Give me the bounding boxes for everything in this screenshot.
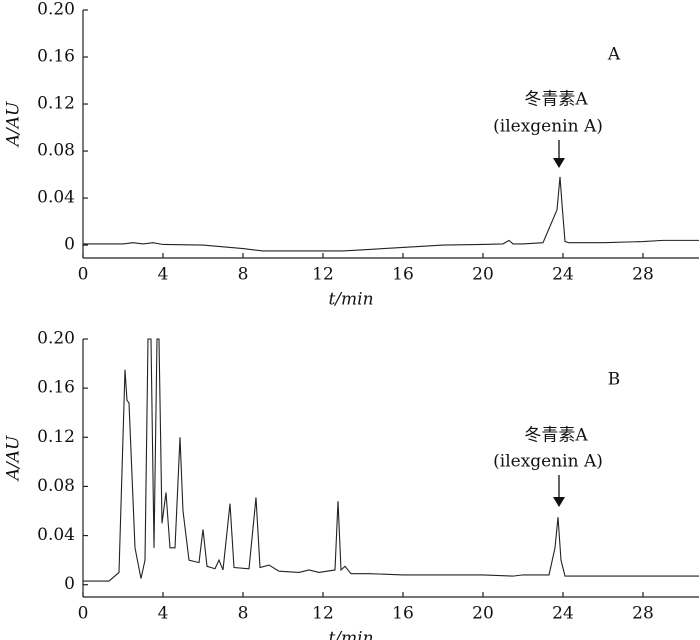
y-tick-label: 0.12 <box>37 427 75 447</box>
x-tick-label: 8 <box>238 604 249 624</box>
chromatogram-line <box>83 338 699 582</box>
x-tick-label: 0 <box>78 604 89 624</box>
x-tick-label: 28 <box>632 604 654 624</box>
x-tick-label: 16 <box>392 604 414 624</box>
x-tick-label: 4 <box>158 265 169 285</box>
y-tick-label: 0.20 <box>37 329 75 349</box>
x-tick-label: 24 <box>552 265 574 285</box>
x-tick-label: 20 <box>472 604 494 624</box>
x-tick-label: 24 <box>552 604 574 624</box>
x-tick-label: 12 <box>312 604 334 624</box>
x-tick-label: 4 <box>158 604 169 624</box>
compound-name-en: (ilexgenin A) <box>493 452 603 472</box>
panel-label: A <box>607 45 621 65</box>
panel-label: B <box>608 370 621 390</box>
x-axis-label: t/min <box>328 629 373 640</box>
compound-name: 冬青素A <box>524 426 588 446</box>
x-axis-label: t/min <box>328 290 373 310</box>
y-tick-label: 0.04 <box>37 525 75 545</box>
y-tick-label: 0.20 <box>37 0 75 20</box>
x-tick-label: 12 <box>312 265 334 285</box>
y-axis-label: A/AU <box>4 101 24 148</box>
y-tick-label: 0.16 <box>37 47 75 67</box>
x-tick-label: 16 <box>392 265 414 285</box>
y-tick-label: 0.04 <box>37 188 75 208</box>
y-tick-label: 0.08 <box>37 476 75 496</box>
y-tick-label: 0 <box>64 574 75 594</box>
y-tick-label: 0.16 <box>37 378 75 398</box>
x-tick-label: 20 <box>472 265 494 285</box>
chromatogram-line <box>83 176 699 252</box>
compound-name: 冬青素A <box>524 90 588 110</box>
y-axis-label: A/AU <box>4 435 24 482</box>
x-tick-label: 8 <box>238 265 249 285</box>
x-tick-label: 28 <box>632 265 654 285</box>
x-tick-label: 0 <box>78 265 89 285</box>
y-tick-label: 0 <box>64 235 75 255</box>
y-tick-label: 0.08 <box>37 141 75 161</box>
y-tick-label: 0.12 <box>37 94 75 114</box>
compound-name-en: (ilexgenin A) <box>493 117 603 137</box>
annotation-arrowhead <box>553 158 565 168</box>
annotation-arrowhead <box>553 497 565 507</box>
